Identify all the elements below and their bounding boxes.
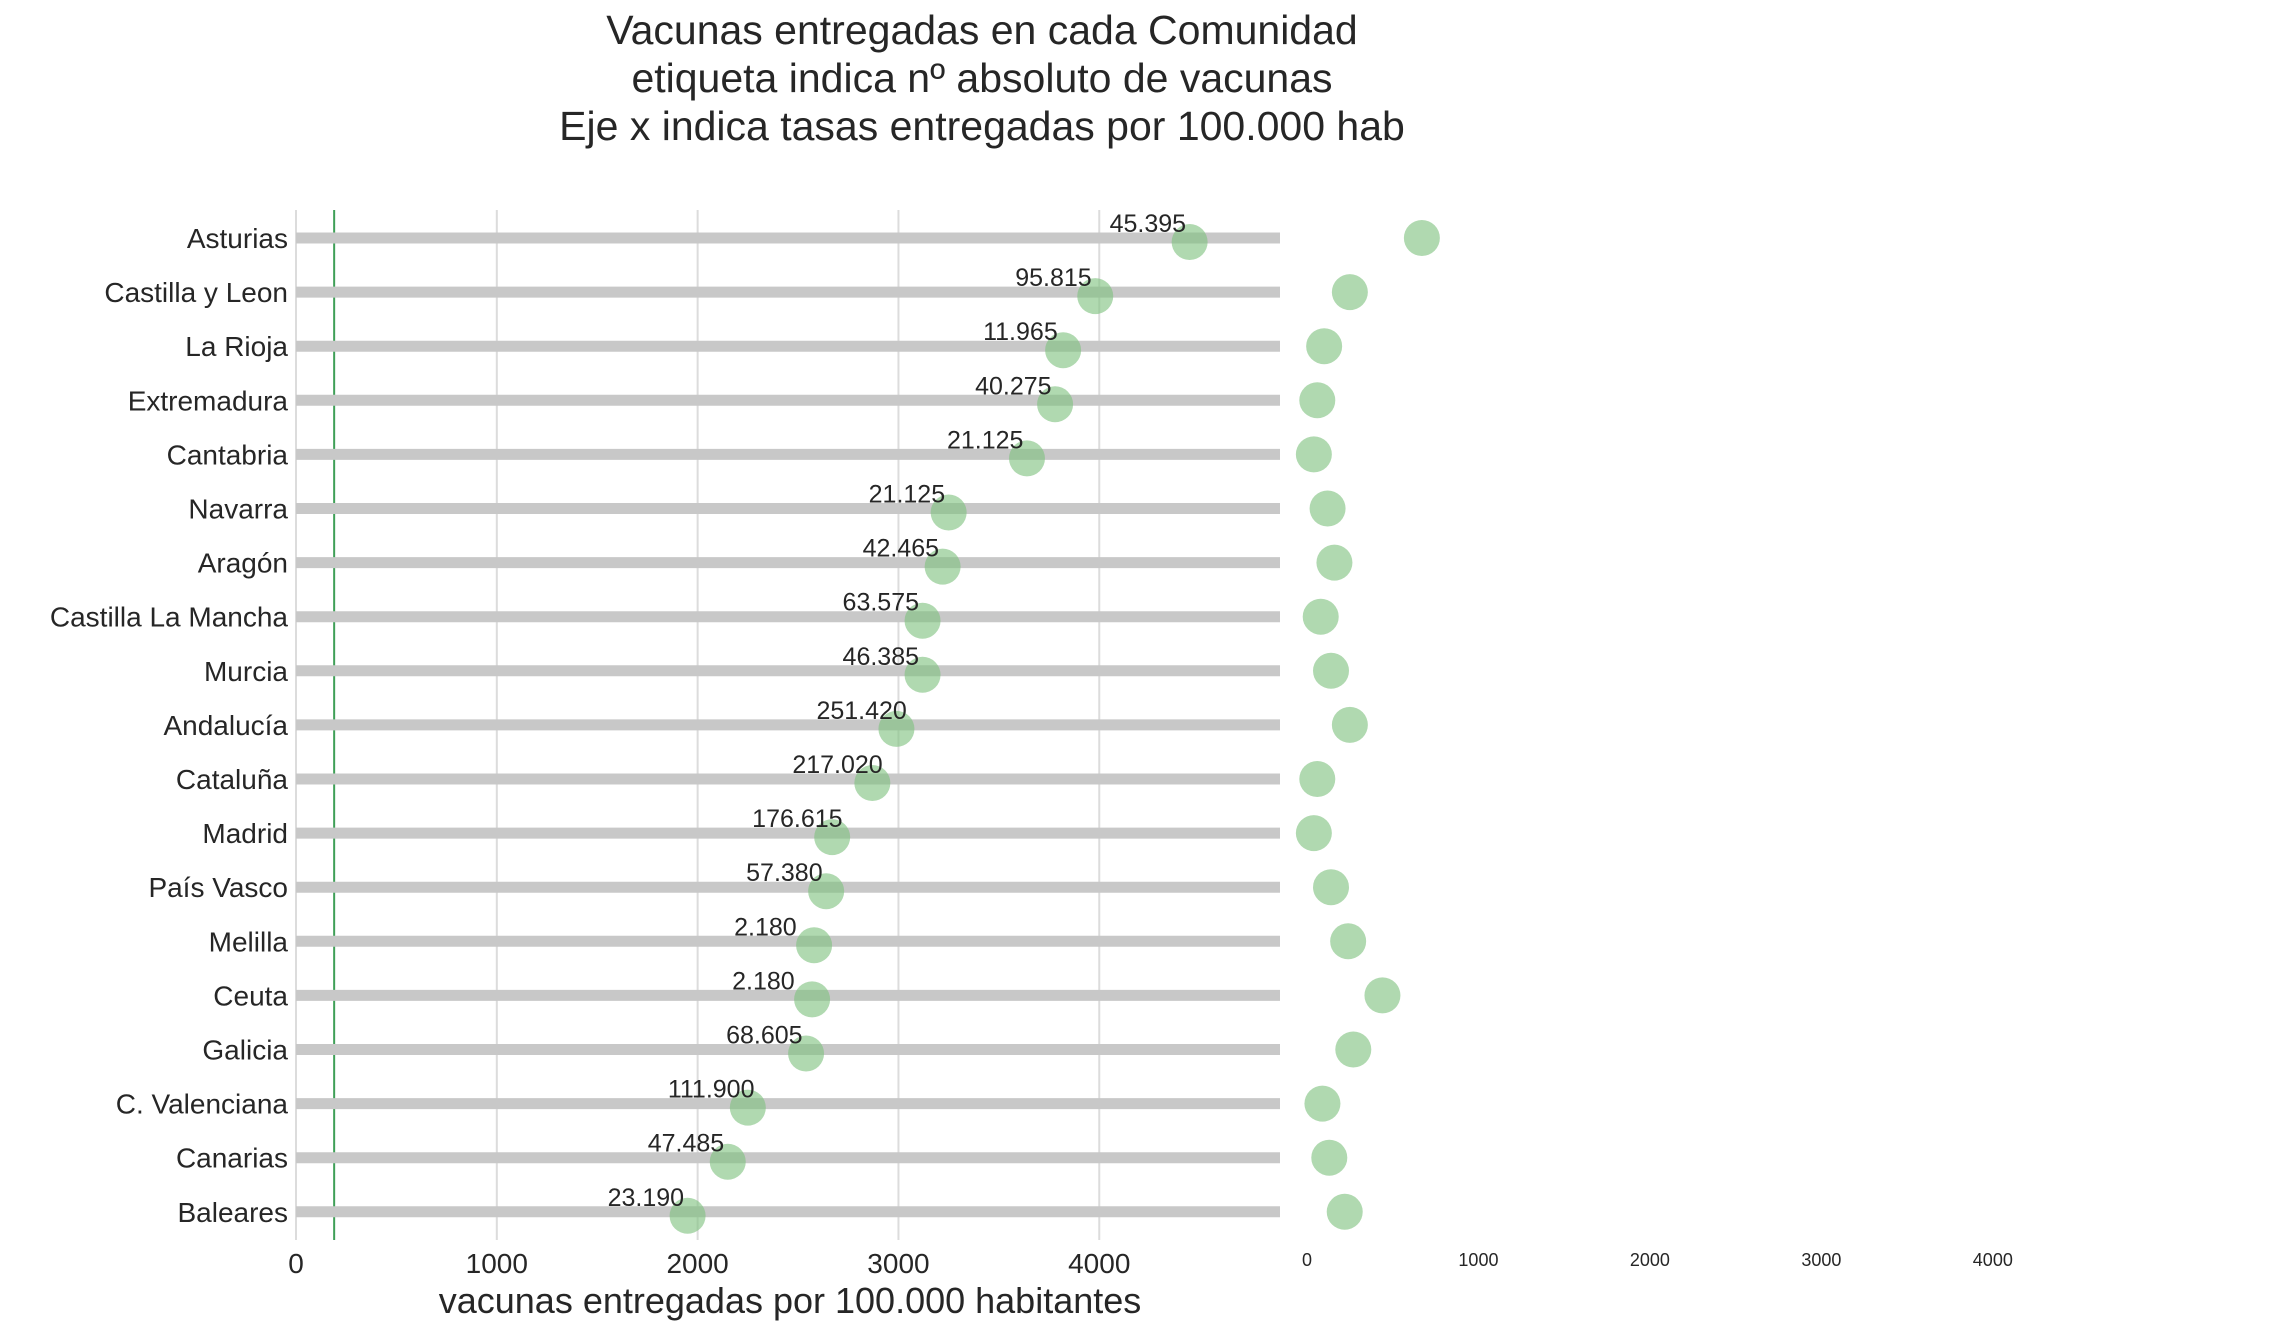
- x-tick-1: 1000: [466, 1248, 528, 1279]
- title-line-3: Eje x indica tasas entregadas por 100.00…: [559, 103, 1405, 149]
- point-1: [1077, 278, 1114, 315]
- value-label-11: 176.615: [752, 805, 842, 833]
- category-label-0: Asturias: [187, 223, 288, 254]
- x-axis-label: vacunas entregadas por 100.000 habitante…: [439, 1280, 1142, 1321]
- right-panel-points: [1295, 220, 1440, 1230]
- x-tick-2: 2000: [666, 1248, 728, 1279]
- right-tick-4: 4000: [1973, 1250, 2013, 1270]
- category-labels: Asturias Castilla y Leon La Rioja Extremadu…: [50, 223, 289, 1228]
- category-label-3: Extremadura: [128, 385, 289, 416]
- right-point-8: [1313, 652, 1350, 689]
- right-point-0: [1403, 220, 1440, 256]
- point-13: [796, 927, 833, 964]
- right-point-15: [1335, 1031, 1372, 1068]
- category-label-11: Madrid: [202, 818, 288, 849]
- right-tick-3: 3000: [1801, 1250, 1841, 1270]
- right-point-12: [1313, 869, 1350, 906]
- category-label-12: País Vasco: [148, 872, 288, 903]
- right-point-13: [1330, 923, 1367, 960]
- right-point-18: [1326, 1193, 1363, 1230]
- point-6: [924, 548, 961, 585]
- right-point-6: [1316, 544, 1353, 581]
- category-label-5: Navarra: [188, 494, 288, 525]
- value-label-5: 21.125: [869, 481, 945, 509]
- category-label-15: Galicia: [202, 1035, 288, 1066]
- x-tick-4: 4000: [1068, 1248, 1130, 1279]
- category-label-4: Cantabria: [167, 439, 289, 470]
- point-14: [794, 981, 831, 1018]
- right-point-9: [1331, 706, 1368, 743]
- x-tick-0: 0: [288, 1248, 304, 1279]
- category-label-7: Castilla La Mancha: [50, 602, 289, 633]
- category-label-10: Cataluña: [176, 764, 289, 795]
- category-label-2: La Rioja: [185, 331, 288, 362]
- category-label-18: Baleares: [177, 1197, 288, 1228]
- right-tick-0: 0: [1302, 1250, 1312, 1270]
- value-label-17: 47.485: [648, 1130, 724, 1158]
- category-label-16: C. Valenciana: [116, 1089, 289, 1120]
- right-point-10: [1299, 761, 1336, 797]
- value-label-0: 45.395: [1110, 210, 1186, 238]
- value-label-3: 40.275: [975, 372, 1051, 400]
- value-label-2: 11.965: [983, 318, 1058, 346]
- value-label-6: 42.465: [863, 535, 939, 563]
- category-label-17: Canarias: [176, 1143, 288, 1174]
- point-4: [1008, 440, 1045, 477]
- x-tick-3: 3000: [867, 1248, 929, 1279]
- value-label-15: 68.605: [726, 1022, 802, 1050]
- right-point-1: [1331, 274, 1368, 311]
- value-label-14: 2.180: [732, 967, 795, 995]
- right-point-14: [1364, 977, 1401, 1014]
- right-tick-2: 2000: [1630, 1250, 1670, 1270]
- category-label-1: Castilla y Leon: [104, 277, 288, 308]
- right-point-17: [1311, 1139, 1348, 1176]
- point-16: [729, 1089, 766, 1126]
- value-label-8: 46.385: [843, 643, 919, 671]
- value-label-12: 57.380: [746, 859, 822, 887]
- point-9: [878, 710, 915, 747]
- right-point-16: [1304, 1085, 1341, 1122]
- value-label-7: 63.575: [843, 589, 919, 617]
- value-label-13: 2.180: [734, 913, 797, 941]
- category-label-6: Aragón: [198, 548, 288, 579]
- value-label-10: 217.020: [792, 751, 882, 779]
- point-17: [709, 1143, 746, 1180]
- title-line-2: etiqueta indica nº absoluto de vacunas: [631, 55, 1332, 101]
- value-label-4: 21.125: [947, 426, 1023, 454]
- right-point-4: [1295, 436, 1332, 473]
- right-point-7: [1302, 598, 1339, 635]
- value-label-9: 251.420: [816, 697, 906, 725]
- value-label-18: 23.190: [608, 1184, 684, 1212]
- title-line-1: Vacunas entregadas en cada Comunidad: [606, 7, 1357, 53]
- value-label-1: 95.815: [1015, 264, 1091, 292]
- point-7: [904, 602, 941, 639]
- point-15: [788, 1035, 825, 1072]
- data-points: [669, 224, 1208, 1234]
- stems: [296, 232, 1280, 1218]
- right-point-11: [1295, 815, 1332, 852]
- value-label-16: 111.900: [668, 1076, 755, 1104]
- right-point-3: [1299, 382, 1336, 419]
- chart-title: Vacunas entregadas en cada Comunidad eti…: [559, 7, 1405, 149]
- point-0: [1171, 224, 1208, 260]
- category-label-9: Andalucía: [163, 710, 288, 741]
- point-3: [1037, 386, 1074, 423]
- right-point-5: [1309, 490, 1346, 527]
- right-panel-ticks: 0 1000 2000 3000 4000: [1302, 1250, 2013, 1270]
- point-5: [930, 494, 967, 531]
- category-label-14: Ceuta: [213, 980, 288, 1011]
- point-18: [669, 1197, 706, 1234]
- category-label-13: Melilla: [209, 926, 289, 957]
- point-12: [808, 873, 845, 910]
- right-tick-1: 1000: [1458, 1250, 1498, 1270]
- point-2: [1045, 332, 1082, 369]
- point-11: [814, 819, 851, 856]
- category-label-8: Murcia: [204, 656, 288, 687]
- point-8: [904, 656, 941, 693]
- point-10: [854, 765, 891, 801]
- x-axis-ticks: 0 1000 2000 3000 4000: [288, 1248, 1130, 1279]
- right-point-2: [1306, 328, 1343, 365]
